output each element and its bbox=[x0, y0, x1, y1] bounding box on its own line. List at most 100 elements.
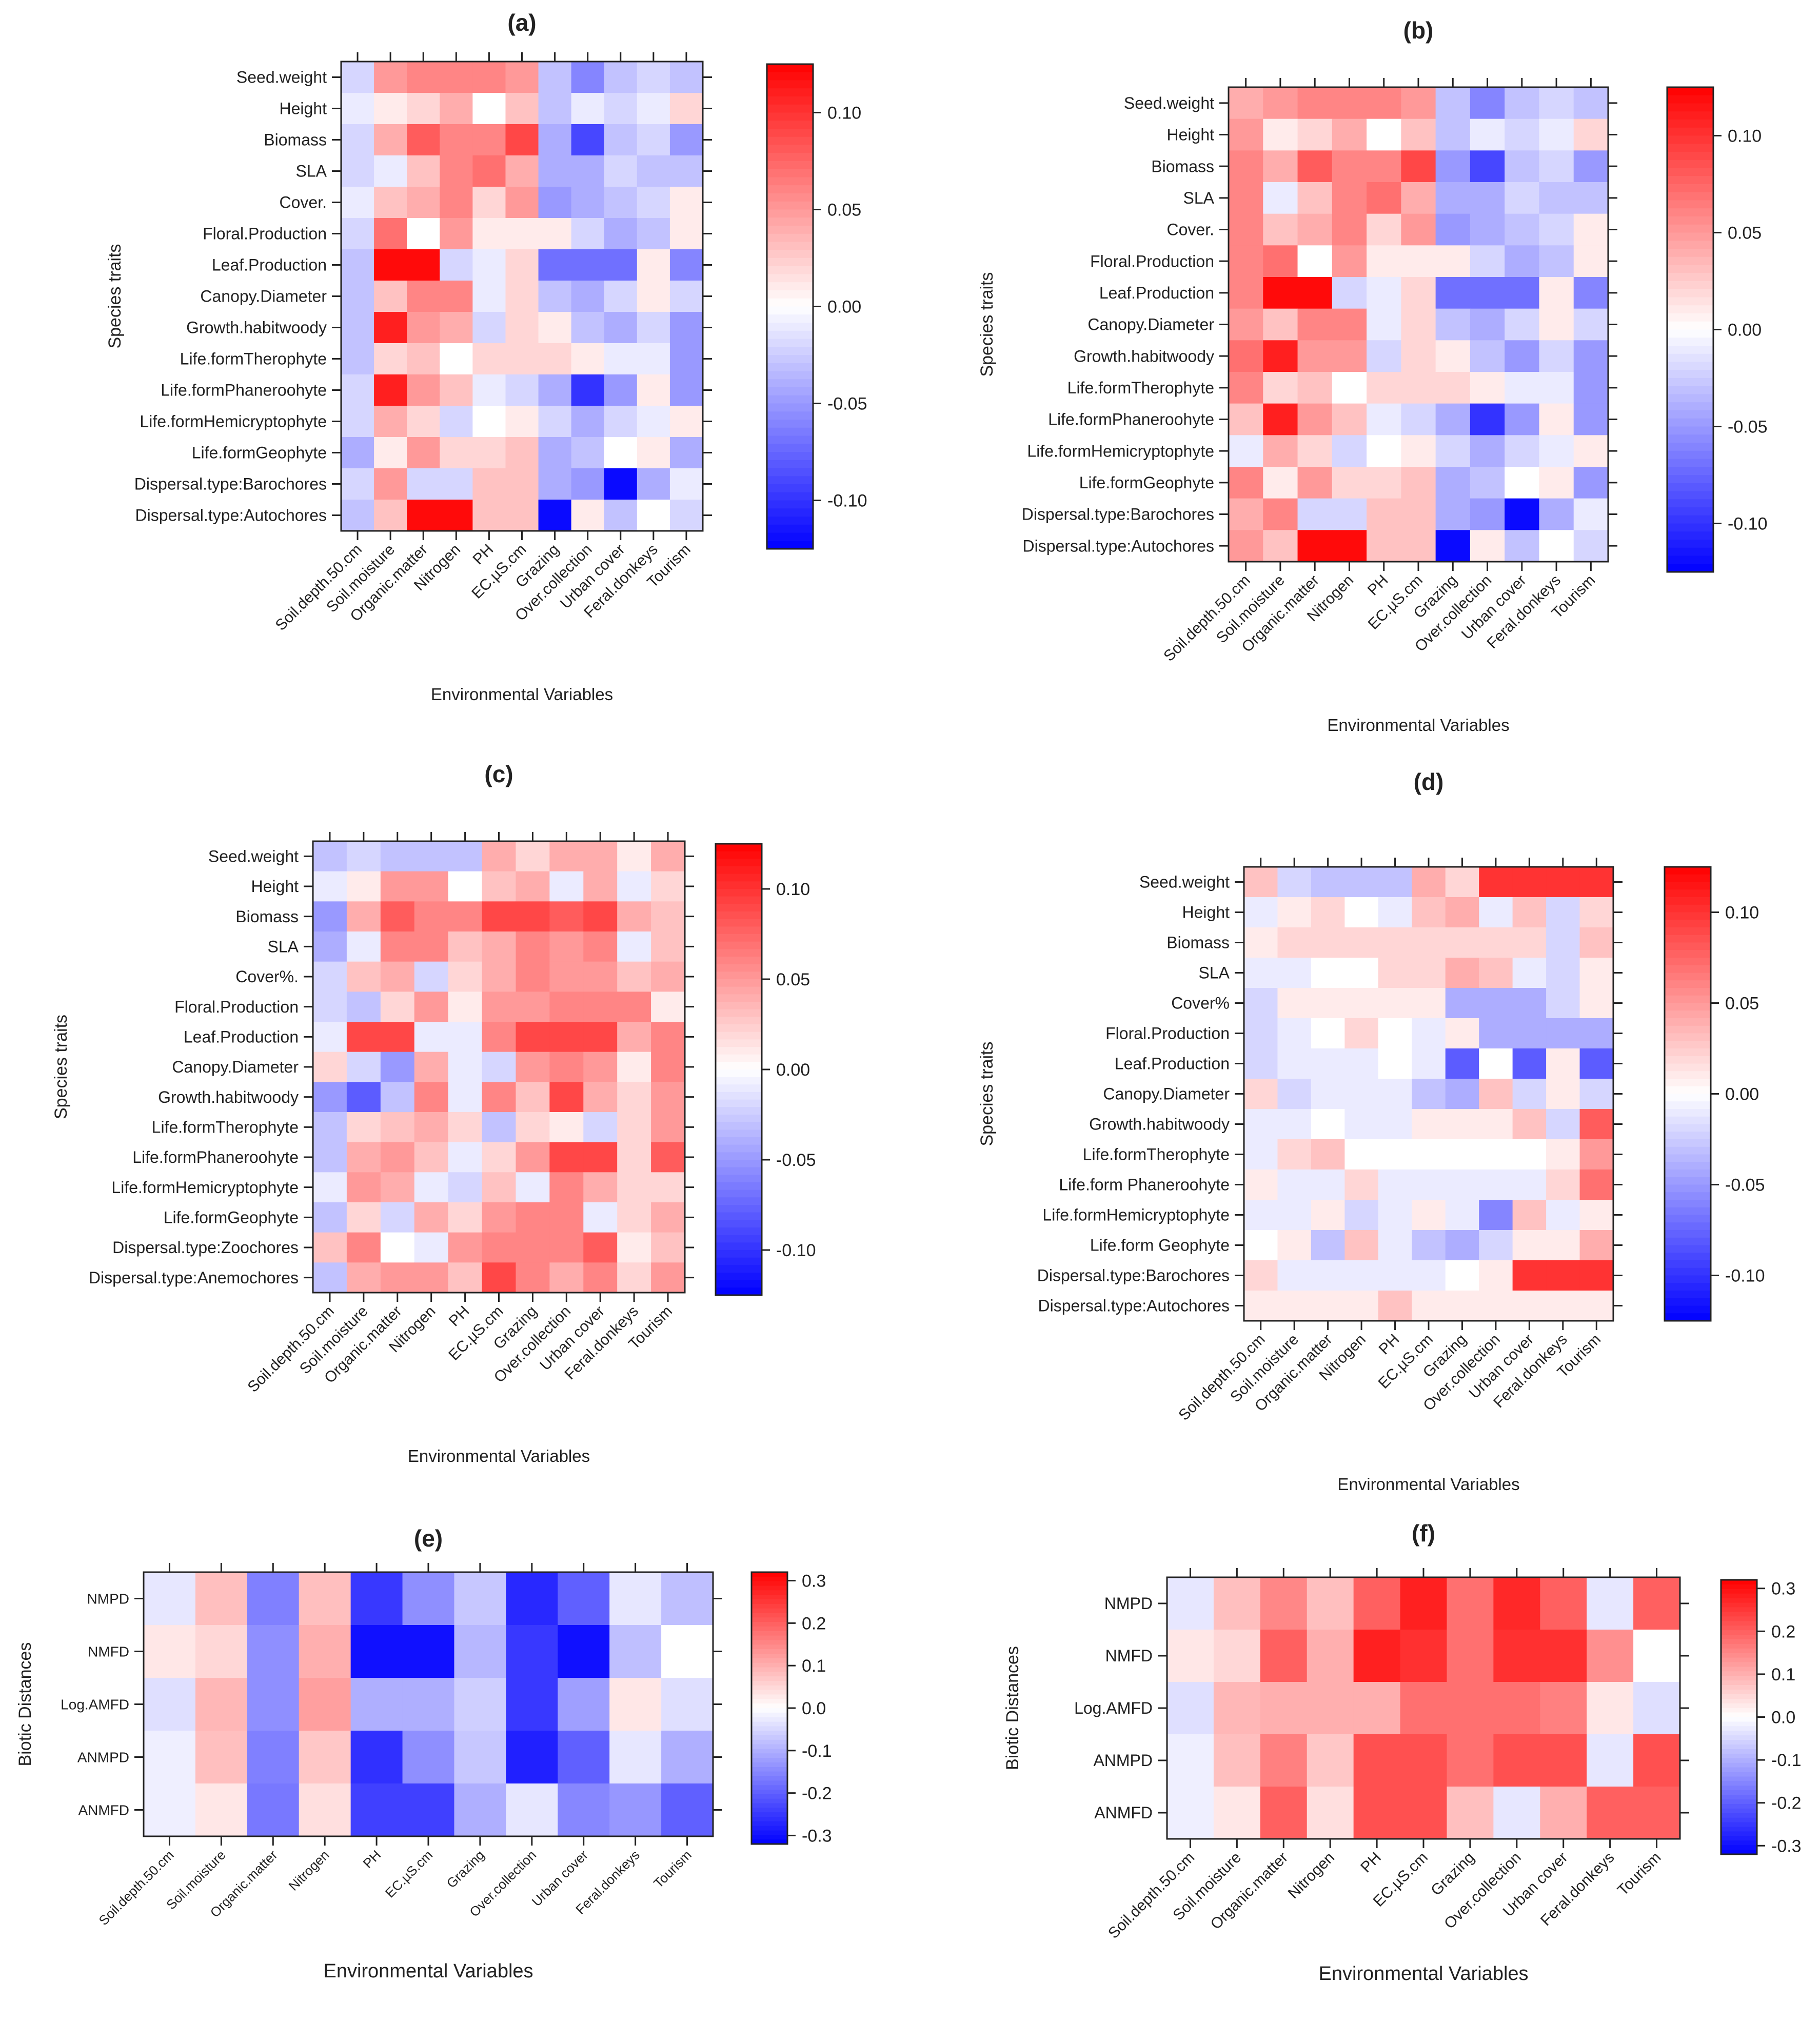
heatmap-cell bbox=[651, 1082, 685, 1113]
y-axis-title: Biotic Distances bbox=[15, 1642, 35, 1767]
heatmap-cell bbox=[1400, 1577, 1448, 1630]
colorbar-segment bbox=[716, 919, 762, 927]
heatmap-cell bbox=[448, 1202, 483, 1233]
colorbar-segment bbox=[767, 201, 813, 210]
heatmap-cell bbox=[505, 500, 539, 531]
heatmap-cell bbox=[661, 1625, 714, 1678]
colorbar-segment bbox=[716, 889, 762, 897]
heatmap-cell bbox=[1505, 118, 1540, 151]
colorbar-segment bbox=[1667, 426, 1713, 435]
heatmap-cell bbox=[1579, 1260, 1614, 1291]
heatmap-cell bbox=[604, 406, 638, 438]
heatmap-cell bbox=[571, 312, 605, 344]
heatmap-cell bbox=[341, 281, 374, 312]
heatmap-cell bbox=[1412, 1169, 1446, 1200]
heatmap-cell bbox=[609, 1678, 662, 1731]
heatmap-cell bbox=[571, 468, 605, 500]
colorbar-segment bbox=[1665, 904, 1711, 913]
colorbar-segment bbox=[767, 217, 813, 226]
colorbar-segment bbox=[767, 72, 813, 81]
heatmap-cell bbox=[1263, 403, 1298, 435]
heatmap-cell bbox=[1307, 1734, 1354, 1787]
heatmap-cell bbox=[1277, 1048, 1312, 1079]
heatmap-cell bbox=[440, 155, 473, 187]
colorbar-segment bbox=[1721, 1616, 1757, 1622]
heatmap-cell bbox=[472, 93, 506, 125]
colorbar-segment bbox=[1665, 1267, 1711, 1276]
row-label: Life.formPhaneroohyte bbox=[132, 1148, 299, 1166]
colorbar-segment bbox=[1665, 1003, 1711, 1012]
heatmap-cell bbox=[609, 1625, 662, 1678]
heatmap-cell bbox=[1297, 150, 1333, 183]
colorbar-segment bbox=[1667, 256, 1713, 266]
heatmap-cell bbox=[1260, 1577, 1308, 1630]
heatmap-cell bbox=[346, 1172, 381, 1203]
heatmap-cell bbox=[1307, 1577, 1354, 1630]
heatmap-cell bbox=[1479, 1048, 1513, 1079]
row-label: Biomass bbox=[1166, 934, 1230, 952]
heatmap-cell bbox=[506, 1783, 558, 1837]
heatmap-cell bbox=[1229, 435, 1263, 467]
heatmap-panel-f: (f) NMPD NMFD Log.AMFD ANMPD ANMFD Soil.depth.… bbox=[1003, 1520, 1802, 1985]
heatmap-cell bbox=[1470, 213, 1505, 246]
heatmap-cell bbox=[313, 901, 347, 932]
heatmap-cell bbox=[1167, 1734, 1214, 1787]
heatmap-cell bbox=[1505, 182, 1540, 214]
colorbar-segment bbox=[1665, 1116, 1711, 1125]
colorbar-segment bbox=[767, 121, 813, 129]
heatmap-cell bbox=[454, 1783, 506, 1837]
heatmap-cell bbox=[1229, 245, 1263, 277]
heatmap-cell bbox=[506, 1678, 558, 1731]
colorbar-segment bbox=[716, 1144, 762, 1153]
colorbar-segment bbox=[1721, 1676, 1757, 1681]
colorbar-segment bbox=[716, 1227, 762, 1236]
heatmap-cell bbox=[1512, 988, 1547, 1019]
heatmap-cell bbox=[549, 1112, 584, 1143]
row-label: Life.formPhaneroohyte bbox=[1048, 410, 1214, 429]
colorbar-segment bbox=[1721, 1708, 1757, 1713]
heatmap-cell bbox=[313, 931, 347, 962]
colorbar-segment bbox=[716, 1250, 762, 1258]
heatmap-cell bbox=[374, 124, 407, 156]
column-label: Soil.depth.50.cm bbox=[96, 1847, 177, 1928]
row-label: Life.formTherophyte bbox=[1083, 1145, 1230, 1164]
heatmap-cell bbox=[516, 1112, 550, 1143]
heatmap-cell bbox=[1512, 1079, 1547, 1109]
row-label: Height bbox=[251, 877, 299, 896]
column-label: PH bbox=[360, 1847, 384, 1871]
colorbar-segment bbox=[751, 1672, 787, 1677]
heatmap-cell bbox=[516, 992, 550, 1022]
heatmap-cell bbox=[1367, 435, 1401, 467]
heatmap-cell bbox=[651, 901, 685, 932]
heatmap-cell bbox=[1244, 1109, 1278, 1140]
colorbar-tick-label: 0.00 bbox=[776, 1060, 810, 1080]
heatmap-cell bbox=[1260, 1630, 1308, 1682]
heatmap-cell bbox=[1367, 498, 1401, 530]
heatmap-cell bbox=[482, 1172, 517, 1203]
heatmap-cell bbox=[1435, 118, 1471, 151]
colorbar-segment bbox=[1667, 378, 1713, 387]
colorbar-segment bbox=[1665, 927, 1711, 936]
heatmap-cell bbox=[1573, 467, 1609, 499]
heatmap-cell bbox=[1378, 1200, 1412, 1231]
heatmap-cell bbox=[1229, 372, 1263, 404]
row-label: Leaf.Production bbox=[1115, 1055, 1230, 1073]
heatmap-cell bbox=[637, 437, 670, 469]
heatmap-cell bbox=[549, 841, 584, 872]
heatmap-cell bbox=[472, 343, 506, 375]
heatmap-cell bbox=[571, 500, 605, 531]
colorbar-segment bbox=[751, 1753, 787, 1758]
colorbar-tick-label: -0.3 bbox=[1771, 1836, 1802, 1856]
heatmap-cell bbox=[1213, 1787, 1261, 1839]
colorbar-segment bbox=[1667, 564, 1713, 572]
heatmap-cell bbox=[350, 1678, 403, 1731]
colorbar-segment bbox=[1721, 1667, 1757, 1672]
colorbar-segment bbox=[1667, 289, 1713, 298]
colorbar-segment bbox=[716, 1002, 762, 1010]
heatmap-cell bbox=[1353, 1682, 1401, 1735]
heatmap-cell bbox=[414, 1082, 449, 1113]
heatmap-cell bbox=[1244, 1018, 1278, 1049]
colorbar-segment bbox=[716, 1167, 762, 1176]
heatmap-cell bbox=[350, 1783, 403, 1837]
colorbar-tick-label: 0.0 bbox=[802, 1699, 826, 1718]
